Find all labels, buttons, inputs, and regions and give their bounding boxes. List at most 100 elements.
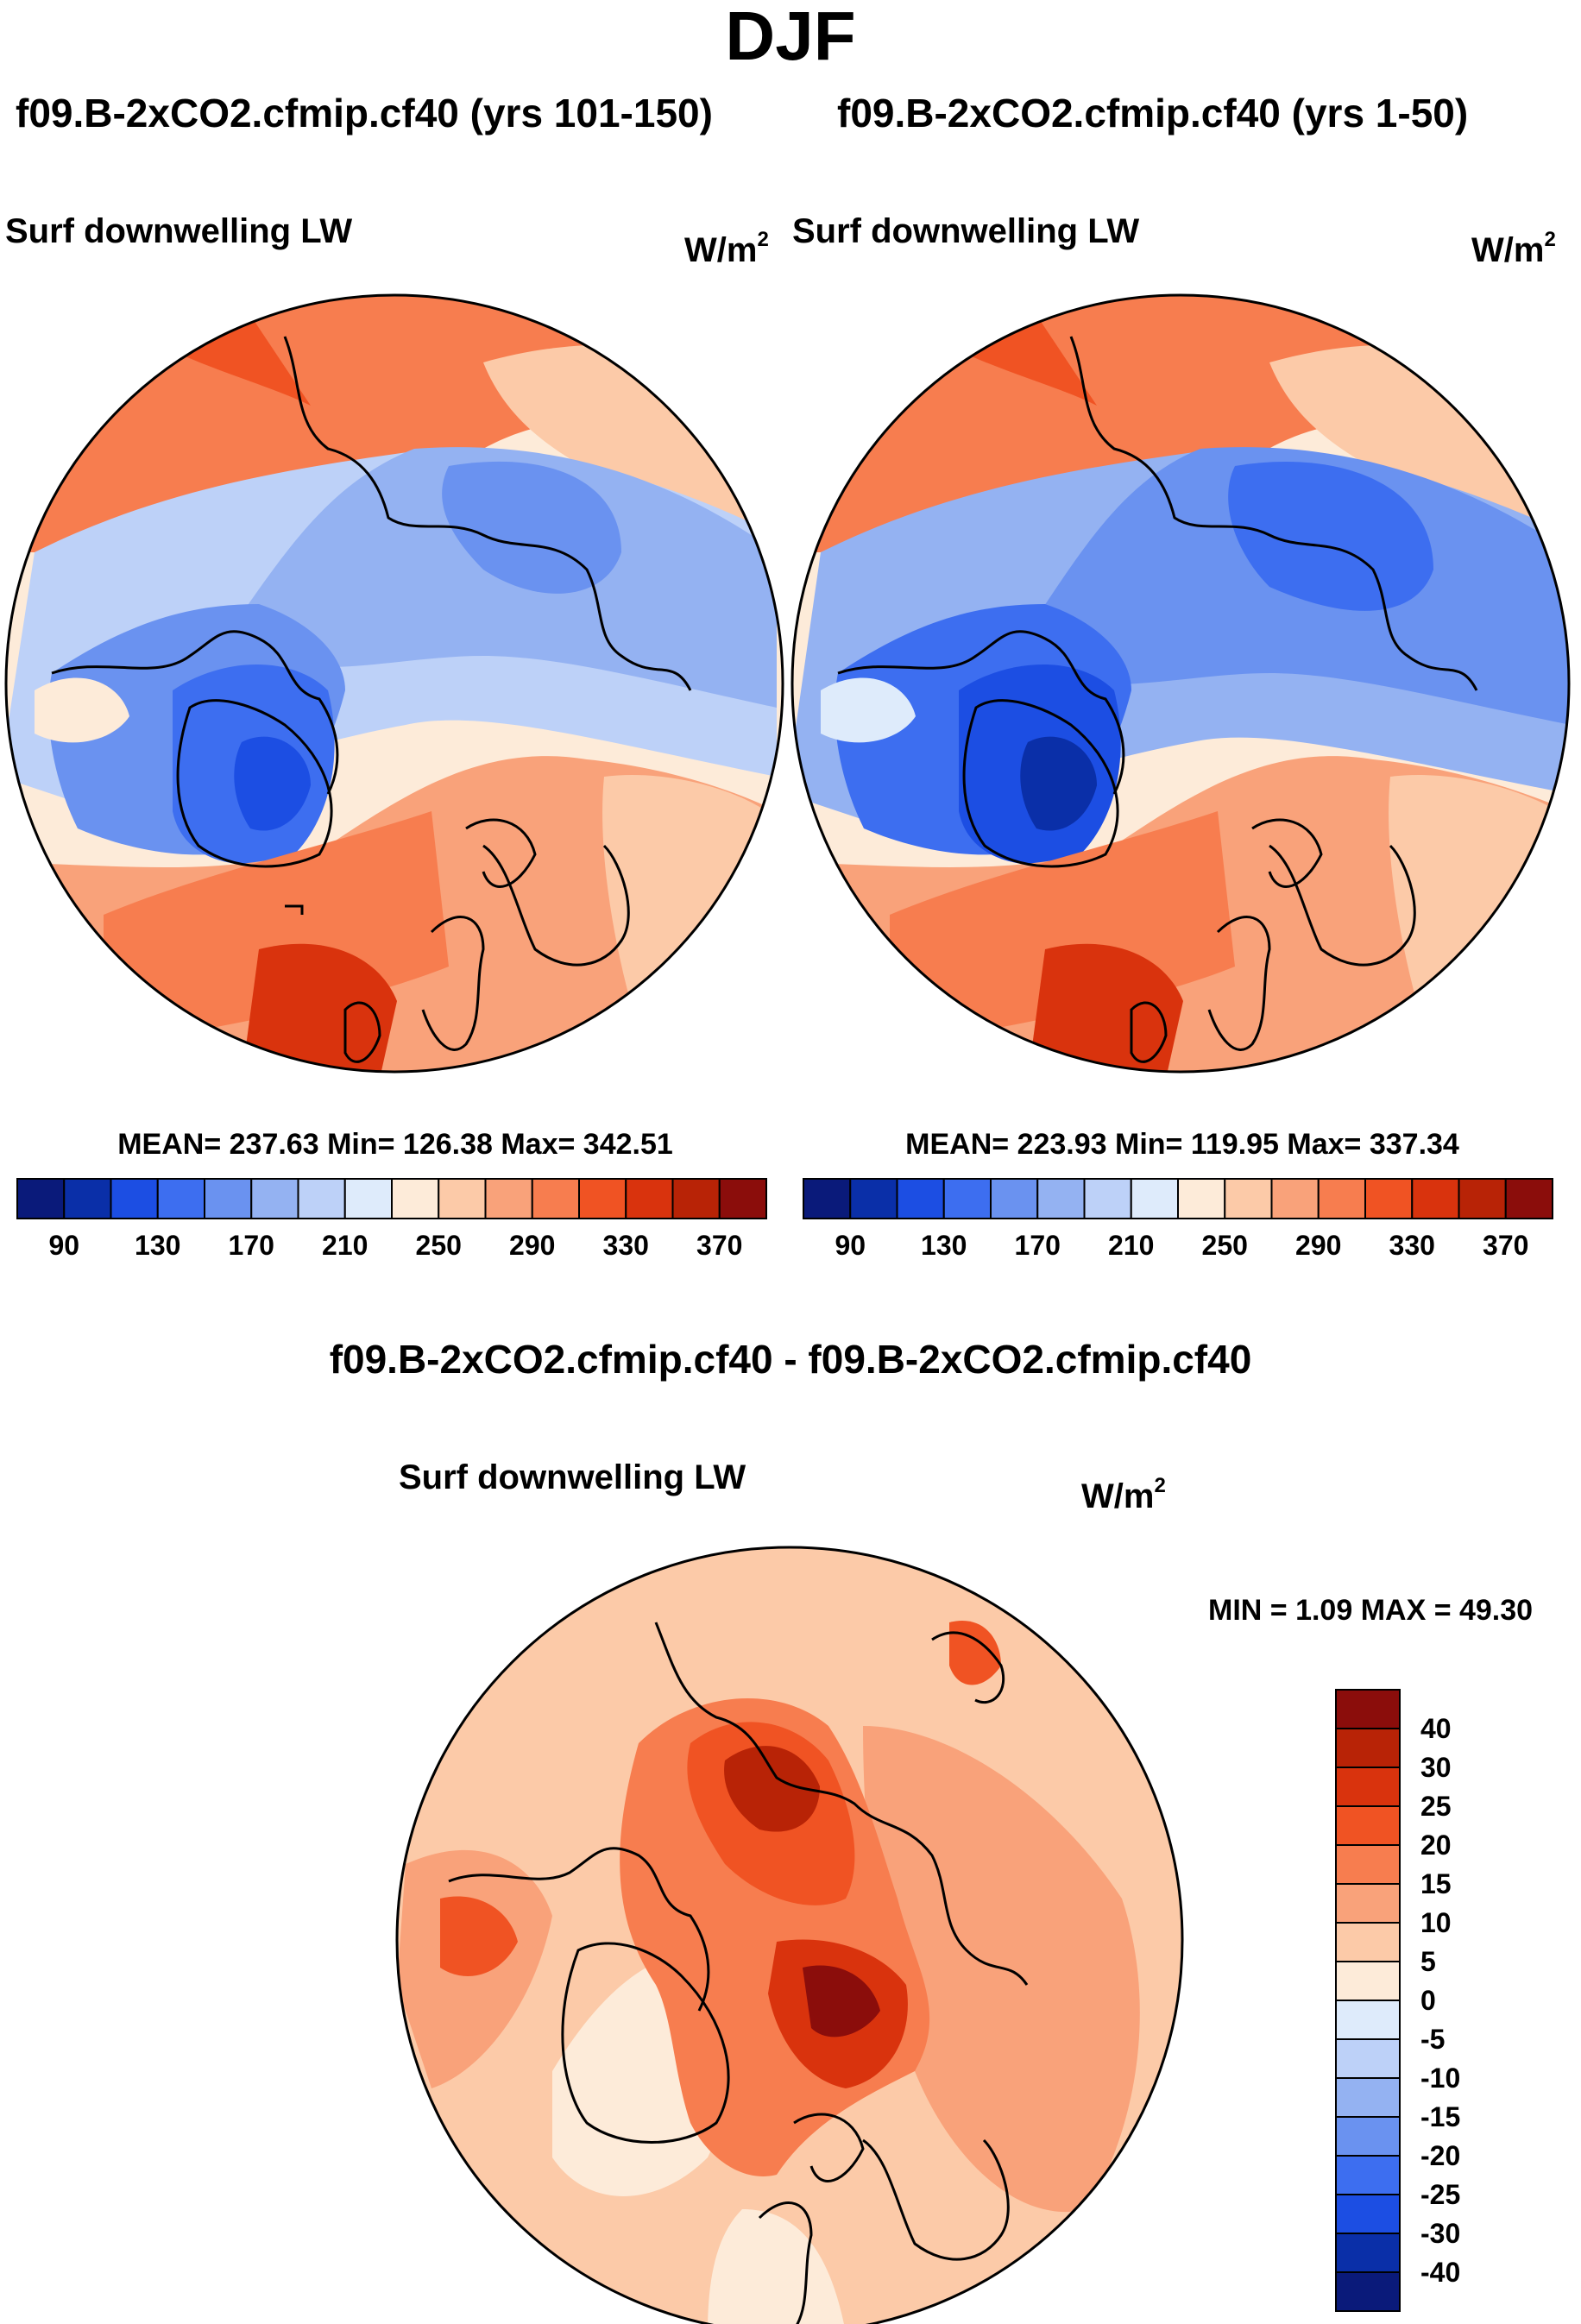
diff-colorbar-tick-label: 30 (1420, 1752, 1452, 1783)
right-colorbar-cell (1177, 1178, 1226, 1219)
right-colorbar-tick-label: 370 (1483, 1230, 1529, 1261)
right-colorbar-cell (942, 1178, 992, 1219)
right-colorbar-tick-label: 210 (1108, 1230, 1155, 1261)
diff-colorbar-cell (1335, 1883, 1401, 1924)
right-map-britain-hot (1028, 943, 1183, 1072)
left-colorbar-cell (718, 1178, 767, 1219)
diff-colorbar-cell (1335, 2077, 1401, 2118)
right-colorbar-tick-label: 90 (835, 1230, 866, 1261)
left-colorbar-tick-label: 290 (509, 1230, 556, 1261)
diff-colorbar-cell (1335, 2000, 1401, 2040)
left-colorbar (16, 1178, 767, 1219)
left-colorbar-tick-label: 210 (322, 1230, 368, 1261)
left-colorbar-tick-label: 90 (48, 1230, 80, 1261)
left-colorbar-tick-label: 250 (415, 1230, 462, 1261)
right-colorbar-cell (1504, 1178, 1553, 1219)
diff-colorbar-cell (1335, 2155, 1401, 2195)
right-colorbar-cell (1364, 1178, 1414, 1219)
right-colorbar-cell (1270, 1178, 1320, 1219)
diff-colorbar-cell (1335, 1961, 1401, 2001)
figure-title: DJF (725, 0, 856, 74)
diff-colorbar-cell (1335, 1689, 1401, 1729)
left-colorbar-tick-label: 170 (228, 1230, 274, 1261)
left-colorbar-cell (625, 1178, 674, 1219)
diff-colorbar-cell (1335, 2271, 1401, 2312)
right-colorbar-cell (1458, 1178, 1507, 1219)
left-map-eurasia-mild (602, 775, 777, 1072)
right-colorbar-cell (849, 1178, 898, 1219)
diff-colorbar-cell (1335, 2194, 1401, 2234)
left-colorbar-cell (531, 1178, 580, 1219)
right-colorbar (803, 1178, 1553, 1219)
left-colorbar-tick-label: 370 (696, 1230, 743, 1261)
right-colorbar-cell (990, 1178, 1039, 1219)
right-map-coastlines (837, 336, 1478, 1063)
left-colorbar-cell (250, 1178, 299, 1219)
diff-colorbar-tick-label: -40 (1420, 2257, 1461, 2288)
left-colorbar-cell (578, 1178, 627, 1219)
diff-colorbar-cell (1335, 1805, 1401, 1846)
right-colorbar-tick-label: 290 (1295, 1230, 1342, 1261)
left-colorbar-tick-label: 330 (602, 1230, 649, 1261)
left-stats: MEAN= 237.63 Min= 126.38 Max= 342.51 (117, 1128, 673, 1161)
left-map-alaska-mild (35, 677, 129, 743)
left-polar-map (6, 295, 783, 1072)
right-colorbar-tick-label: 330 (1389, 1230, 1435, 1261)
diff-colorbar-tick-label: 25 (1420, 1791, 1452, 1822)
difference-polar-map (397, 1547, 1182, 2324)
left-colorbar-cell (391, 1178, 440, 1219)
diff-colorbar-tick-label: -10 (1420, 2063, 1461, 2094)
left-colorbar-tick-label: 130 (135, 1230, 181, 1261)
diff-map-europe-mild (708, 2209, 846, 2324)
diff-colorbar (1335, 1689, 1401, 2312)
right-polar-map (792, 295, 1569, 1072)
left-map-britain-hot (242, 943, 397, 1072)
diff-colorbar-tick-label: -25 (1420, 2179, 1461, 2210)
left-colorbar-cell (343, 1178, 393, 1219)
left-colorbar-cell (156, 1178, 205, 1219)
right-colorbar-tick-label: 170 (1014, 1230, 1061, 1261)
diff-colorbar-tick-label: -30 (1420, 2218, 1461, 2249)
diff-map-coastlines (448, 1622, 1029, 2324)
left-variable-label: Surf downwelling LW (5, 212, 353, 250)
diff-map-kamchatka-hot (949, 1621, 1001, 1685)
right-units-label: W/m2 (1471, 228, 1556, 269)
diff-colorbar-tick-label: 40 (1420, 1713, 1452, 1744)
left-colorbar-cell (63, 1178, 112, 1219)
right-map-siberia-cold (1228, 462, 1433, 611)
right-colorbar-cell (1036, 1178, 1086, 1219)
left-colorbar-cell (110, 1178, 159, 1219)
right-map-alaska-mild (821, 677, 916, 743)
diff-map-alaska-hot (440, 1896, 518, 1976)
diff-colorbar-tick-label: 15 (1420, 1868, 1452, 1899)
left-colorbar-cell (297, 1178, 346, 1219)
diff-colorbar-cell (1335, 2038, 1401, 2079)
diff-colorbar-cell (1335, 1767, 1401, 1807)
right-colorbar-cell (1083, 1178, 1132, 1219)
left-colorbar-cell (438, 1178, 487, 1219)
left-colorbar-cell (204, 1178, 253, 1219)
left-case-title: f09.B-2xCO2.cfmip.cf40 (yrs 101-150) (16, 91, 713, 135)
diff-colorbar-tick-label: 0 (1420, 1985, 1436, 2016)
right-variable-label: Surf downwelling LW (792, 212, 1140, 250)
diff-map-arctic-hottest (724, 1746, 820, 1832)
left-colorbar-cell (484, 1178, 533, 1219)
diff-colorbar-cell (1335, 1922, 1401, 1962)
diff-variable-label: Surf downwelling LW (399, 1458, 746, 1496)
diff-stats: MIN = 1.09 MAX = 49.30 (1208, 1594, 1534, 1627)
left-colorbar-cell (16, 1178, 66, 1219)
diff-case-title: f09.B-2xCO2.cfmip.cf40 - f09.B-2xCO2.cfm… (329, 1337, 1252, 1382)
right-map-border (790, 293, 1571, 1074)
left-map-border (4, 293, 784, 1074)
left-colorbar-cell (671, 1178, 721, 1219)
diff-colorbar-tick-label: 20 (1420, 1830, 1452, 1861)
right-colorbar-cell (803, 1178, 852, 1219)
right-colorbar-cell (1317, 1178, 1366, 1219)
diff-colorbar-tick-label: -20 (1420, 2140, 1461, 2171)
left-map-greenland-core (234, 736, 311, 831)
diff-colorbar-cell (1335, 2233, 1401, 2273)
right-map-greenland-core (1020, 736, 1097, 831)
diff-colorbar-tick-label: -5 (1420, 2024, 1446, 2055)
diff-colorbar-tick-label: 10 (1420, 1907, 1452, 1938)
